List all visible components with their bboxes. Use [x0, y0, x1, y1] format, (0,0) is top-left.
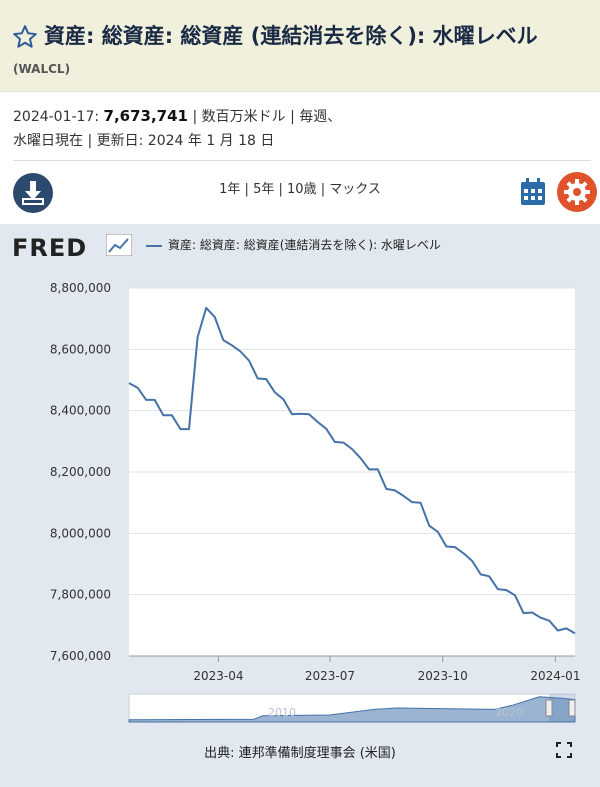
page-header: 資産: 総資産: 総資産 (連結消去を除く): 水曜レベル (WALCL)	[0, 0, 600, 92]
range-separator: |	[320, 182, 326, 197]
range-separator: |	[244, 182, 249, 197]
navigator-handle-right[interactable]	[568, 699, 576, 717]
gear-icon	[564, 179, 590, 205]
chart-toolbar: 1年 | 5年 | 10歳 | マックス	[0, 164, 600, 222]
calendar-icon[interactable]	[519, 177, 547, 207]
x-tick-label: 2023-07	[305, 669, 355, 683]
x-tick-label: 2024-01	[530, 669, 580, 683]
legend-label: 資産: 総資産: 総資産(連結消去を除く): 水曜レベル	[168, 238, 441, 252]
line-chart[interactable]: 7,600,000 7,800,000 8,000,000 8,200,000 8,40…	[0, 224, 600, 787]
series-id: (WALCL)	[13, 62, 71, 76]
navigator-handle-left[interactable]	[545, 699, 553, 717]
download-button[interactable]	[13, 173, 53, 213]
y-tick-label: 8,400,000	[50, 404, 111, 418]
y-tick-label: 8,600,000	[50, 342, 111, 356]
download-icon	[22, 181, 44, 205]
range-separator: |	[278, 182, 283, 197]
units-frequency: | 数百万米ドル | 毎週、	[188, 109, 342, 125]
legend-swatch	[146, 244, 162, 247]
range-selector: 1年 | 5年 | 10歳 | マックス	[0, 178, 600, 197]
settings-button[interactable]	[557, 172, 597, 212]
range-1y[interactable]: 1年	[219, 182, 241, 197]
y-tick-label: 8,200,000	[50, 465, 111, 479]
observation-value: 7,673,741	[103, 107, 188, 125]
observation-date: 2024-01-17:	[13, 109, 100, 125]
navigator-label: 2020	[495, 706, 523, 719]
y-tick-label: 8,000,000	[50, 526, 111, 540]
chart-legend[interactable]: 資産: 総資産: 総資産(連結消去を除く): 水曜レベル	[146, 236, 441, 253]
fred-logo[interactable]: FRED	[12, 234, 88, 262]
fred-logo-graph-icon	[106, 234, 132, 256]
y-tick-label: 7,600,000	[50, 649, 111, 663]
observation-meta: 2024-01-17: 7,673,741 | 数百万米ドル | 毎週、 水曜日…	[13, 104, 593, 153]
updated-line: 水曜日現在 | 更新日: 2024 年 1 月 18 日	[13, 133, 275, 149]
range-5y[interactable]: 5年	[253, 182, 275, 197]
fullscreen-icon[interactable]	[556, 742, 572, 758]
divider	[13, 160, 591, 161]
star-icon[interactable]	[12, 24, 38, 50]
range-10y[interactable]: 10歳	[287, 182, 317, 197]
y-tick-label: 7,800,000	[50, 588, 111, 602]
x-tick-label: 2023-10	[418, 669, 468, 683]
y-tick-label: 8,800,000	[50, 281, 111, 295]
chart-area: FRED 資産: 総資産: 総資産(連結消去を除く): 水曜レベル 7,600,…	[0, 224, 600, 787]
x-tick-label: 2023-04	[193, 669, 243, 683]
page-title: 資産: 総資産: 総資産 (連結消去を除く): 水曜レベル	[44, 24, 538, 48]
navigator-series	[128, 696, 576, 723]
range-max[interactable]: マックス	[329, 182, 381, 197]
series-line[interactable]	[128, 306, 576, 635]
chart-source: 出典: 連邦準備制度理事会 (米国)	[204, 746, 396, 761]
navigator-label: 2010	[268, 706, 296, 719]
